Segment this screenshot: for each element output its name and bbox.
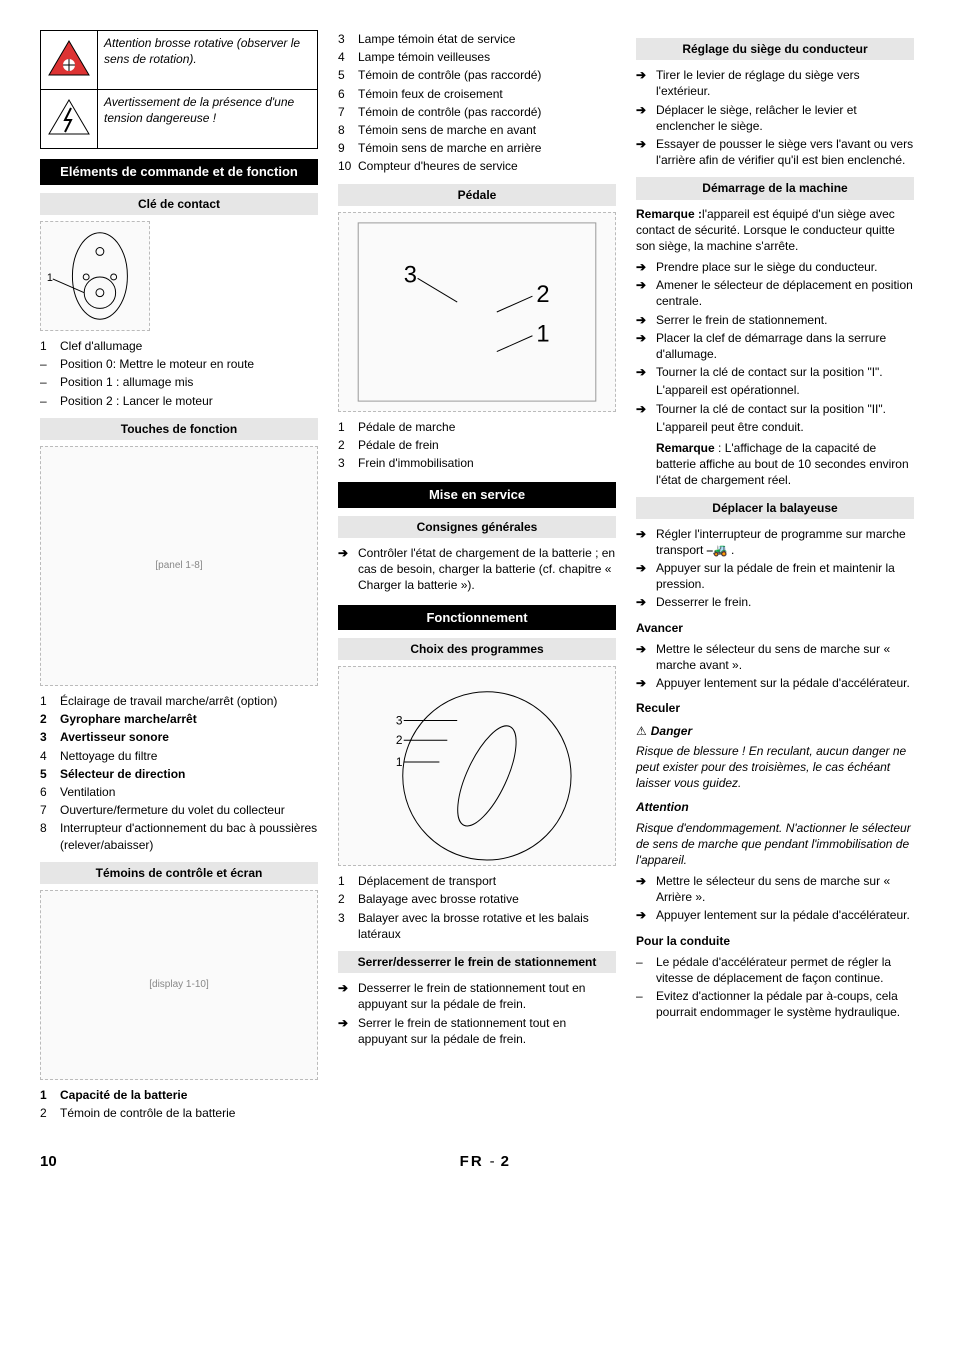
label-attention: Attention xyxy=(636,799,914,815)
list-deplacer: ➔Régler l'interrupteur de programme sur … xyxy=(636,525,914,612)
list-conduite: Le pédale d'accélérateur permet de régle… xyxy=(636,953,914,1022)
svg-text:1: 1 xyxy=(396,755,403,769)
demarrage-remark: Remarque : L'affichage de la capacité de… xyxy=(636,440,914,489)
attention-text: Risque d'endommagement. N'actionner le s… xyxy=(636,820,914,869)
subheader-deplacer: Déplacer la balayeuse xyxy=(636,497,914,519)
figure-program-selector: 3 2 1 xyxy=(338,666,616,866)
arrow-icon: ➔ xyxy=(636,277,656,309)
subheader-touches: Touches de fonction xyxy=(40,418,318,440)
warning-voltage-icon-cell xyxy=(41,90,98,149)
figure-function-keys: [panel 1-8] xyxy=(40,446,318,686)
list-touches: 1Éclairage de travail marche/arrêt (opti… xyxy=(40,692,318,854)
subheader-cle: Clé de contact xyxy=(40,193,318,215)
warning-voltage-icon xyxy=(47,98,91,136)
footer-center: FR-2 xyxy=(460,1152,511,1172)
arrow-icon: ➔ xyxy=(636,594,656,610)
list-reculer: ➔Mettre le sélecteur du sens de marche s… xyxy=(636,872,914,925)
footer-page-left: 10 xyxy=(40,1152,57,1172)
column-3: Réglage du siège du conducteur ➔Tirer le… xyxy=(636,30,914,1122)
svg-text:3: 3 xyxy=(404,261,417,288)
arrow-icon: ➔ xyxy=(338,1015,358,1047)
list-consignes: ➔Contrôler l'état de chargement de la ba… xyxy=(338,544,616,595)
svg-text:1: 1 xyxy=(536,320,549,347)
figure-pedals: 3 2 1 xyxy=(338,212,616,412)
column-2: 3Lampe témoin état de service 4Lampe tém… xyxy=(338,30,616,1122)
arrow-icon: ➔ xyxy=(636,67,656,99)
list-choix: 1Déplacement de transport 2Balayage avec… xyxy=(338,872,616,943)
svg-text:2: 2 xyxy=(536,281,549,308)
label-avancer: Avancer xyxy=(636,620,914,636)
label-conduite: Pour la conduite xyxy=(636,933,914,949)
subheader-pedale: Pédale xyxy=(338,184,616,206)
header-elements: Eléments de commande et de fonction xyxy=(40,159,318,185)
header-mise: Mise en service xyxy=(338,482,616,508)
page-footer: 10 FR-2 xyxy=(40,1152,914,1172)
warning-brush-text: Attention brosse rotative (observer le s… xyxy=(98,31,318,90)
svg-text:3: 3 xyxy=(396,714,403,728)
svg-text:2: 2 xyxy=(396,734,403,748)
subheader-consignes: Consignes générales xyxy=(338,516,616,538)
column-1: Attention brosse rotative (observer le s… xyxy=(40,30,318,1122)
list-temoins-col1: 1Capacité de la batterie 2Témoin de cont… xyxy=(40,1086,318,1122)
warning-brush-icon xyxy=(47,39,91,77)
figure-indicator-lights: [display 1-10] xyxy=(40,890,318,1080)
arrow-icon: ➔ xyxy=(338,545,358,594)
subheader-temoins: Témoins de contrôle et écran xyxy=(40,862,318,884)
danger-triangle-icon: ⚠ xyxy=(636,723,647,739)
subheader-reglage: Réglage du siège du conducteur xyxy=(636,38,914,60)
arrow-icon: ➔ xyxy=(636,312,656,328)
arrow-icon: ➔ xyxy=(636,330,656,362)
subheader-choix: Choix des programmes xyxy=(338,638,616,660)
figure-ignition-key: 1 xyxy=(40,221,150,331)
arrow-icon: ➔ xyxy=(636,526,656,558)
arrow-icon: ➔ xyxy=(636,560,656,592)
list-cle: 1Clef d'allumage xyxy=(40,337,318,355)
warning-table: Attention brosse rotative (observer le s… xyxy=(40,30,318,149)
arrow-icon: ➔ xyxy=(636,259,656,275)
list-pedale: 1Pédale de marche 2Pédale de frein 3Frei… xyxy=(338,418,616,473)
svg-text:1: 1 xyxy=(47,272,53,284)
demarrage-note: Remarque :l'appareil est équipé d'un siè… xyxy=(636,206,914,255)
list-cle-positions: Position 0: Mettre le moteur en route Po… xyxy=(40,355,318,410)
list-serrer: ➔Desserrer le frein de stationnement tou… xyxy=(338,979,616,1048)
warning-brush-icon-cell xyxy=(41,31,98,90)
label-reculer: Reculer xyxy=(636,700,914,716)
arrow-icon: ➔ xyxy=(636,641,656,673)
list-demarrage: ➔Prendre place sur le siège du conducteu… xyxy=(636,258,914,436)
list-temoins-col2: 3Lampe témoin état de service 4Lampe tém… xyxy=(338,30,616,176)
subheader-demarrage: Démarrage de la machine xyxy=(636,177,914,199)
subheader-serrer: Serrer/desserrer le frein de stationneme… xyxy=(338,951,616,973)
header-fonctionnement: Fonctionnement xyxy=(338,605,616,631)
arrow-icon: ➔ xyxy=(338,980,358,1012)
arrow-icon: ➔ xyxy=(636,907,656,923)
arrow-icon: ➔ xyxy=(636,675,656,691)
list-avancer: ➔Mettre le sélecteur du sens de marche s… xyxy=(636,640,914,693)
arrow-icon: ➔ xyxy=(636,401,656,435)
arrow-icon: ➔ xyxy=(636,873,656,905)
danger-text: Risque de blessure ! En reculant, aucun … xyxy=(636,743,914,792)
danger-heading: ⚠ Danger xyxy=(636,723,914,739)
arrow-icon: ➔ xyxy=(636,102,656,134)
warning-voltage-text: Avertissement de la présence d'une tensi… xyxy=(98,90,318,149)
arrow-icon: ➔ xyxy=(636,364,656,398)
arrow-icon: ➔ xyxy=(636,136,656,168)
list-reglage: ➔Tirer le levier de réglage du siège ver… xyxy=(636,66,914,169)
